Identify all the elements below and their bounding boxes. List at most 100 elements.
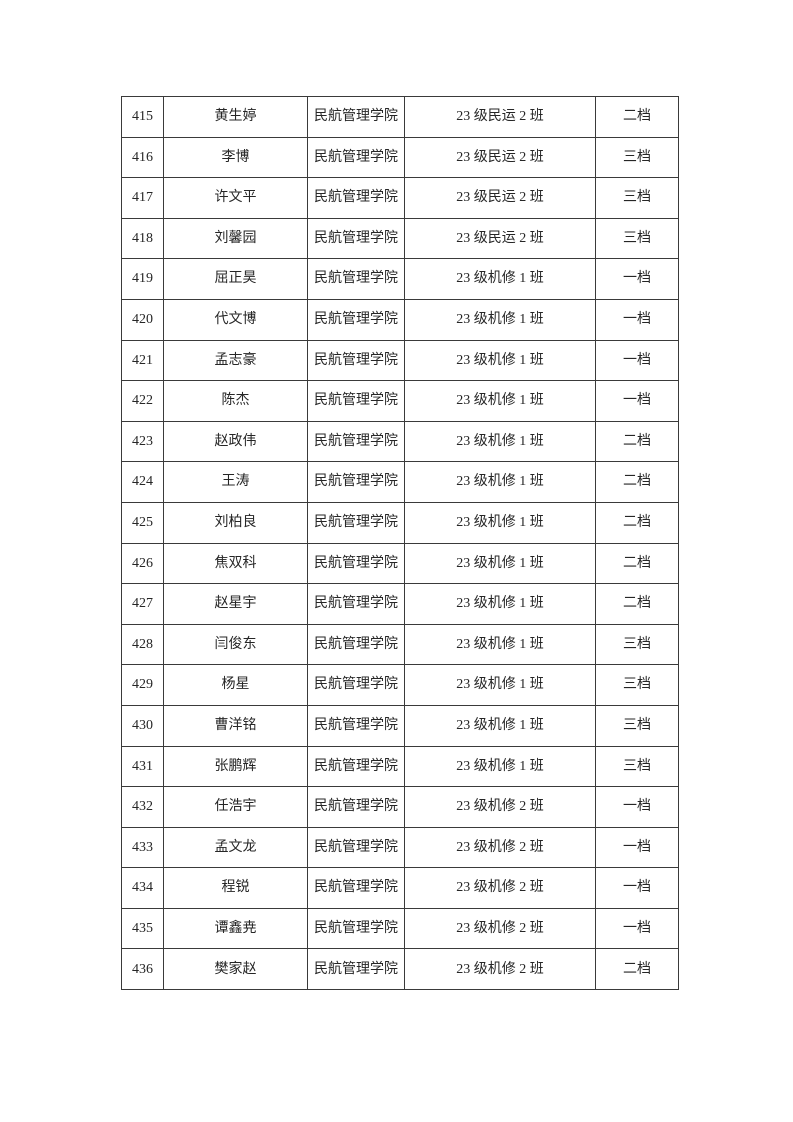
cell-class: 23 级机修 1 班	[404, 542, 596, 585]
cell-number: 416	[121, 136, 164, 179]
cell-tier: 一档	[595, 907, 679, 950]
cell-name: 屈正昊	[163, 258, 308, 300]
cell-class: 23 级机修 2 班	[404, 907, 596, 950]
cell-tier: 三档	[595, 217, 679, 260]
table-row: 430 曹洋铭 民航管理学院 23 级机修 1 班三档	[121, 704, 679, 747]
cell-tier: 一档	[595, 339, 679, 382]
cell-college: 民航管理学院	[307, 745, 405, 788]
cell-college: 民航管理学院	[307, 583, 405, 625]
cell-number: 417	[121, 177, 164, 219]
cell-class: 23 级民运 2 班	[404, 96, 596, 138]
cell-class: 23 级机修 1 班	[404, 745, 596, 788]
cell-name: 许文平	[163, 177, 308, 219]
table-row: 431 张鹏辉 民航管理学院 23 级机修 1 班三档	[121, 745, 679, 788]
cell-tier: 三档	[595, 664, 679, 706]
cell-college: 民航管理学院	[307, 136, 405, 179]
table-row: 433 孟文龙 民航管理学院 23 级机修 2 班一档	[121, 826, 679, 869]
cell-number: 430	[121, 704, 164, 747]
cell-college: 民航管理学院	[307, 664, 405, 706]
cell-name: 陈杰	[163, 380, 308, 422]
table-row: 436 樊家赵 民航管理学院 23 级机修 2 班二档	[121, 948, 679, 991]
cell-name: 代文博	[163, 298, 308, 341]
cell-college: 民航管理学院	[307, 420, 405, 463]
cell-tier: 一档	[595, 380, 679, 422]
table-row: 429 杨星 民航管理学院 23 级机修 1 班三档	[121, 664, 679, 706]
cell-class: 23 级机修 1 班	[404, 298, 596, 341]
cell-name: 任浩宇	[163, 786, 308, 828]
cell-tier: 二档	[595, 96, 679, 138]
table-row: 423 赵政伟 民航管理学院 23 级机修 1 班二档	[121, 420, 679, 463]
cell-college: 民航管理学院	[307, 380, 405, 422]
cell-tier: 三档	[595, 136, 679, 179]
table-row: 422 陈杰 民航管理学院 23 级机修 1 班一档	[121, 380, 679, 422]
table-row: 416 李博 民航管理学院 23 级民运 2 班三档	[121, 136, 679, 179]
cell-number: 427	[121, 583, 164, 625]
cell-tier: 一档	[595, 298, 679, 341]
cell-number: 434	[121, 867, 164, 909]
cell-name: 刘柏良	[163, 501, 308, 544]
cell-class: 23 级机修 1 班	[404, 623, 596, 666]
cell-tier: 一档	[595, 867, 679, 909]
table-row: 426 焦双科 民航管理学院 23 级机修 1 班二档	[121, 542, 679, 585]
cell-class: 23 级机修 1 班	[404, 704, 596, 747]
cell-number: 424	[121, 461, 164, 503]
cell-name: 孟志豪	[163, 339, 308, 382]
cell-name: 王涛	[163, 461, 308, 503]
cell-name: 杨星	[163, 664, 308, 706]
table-row: 420 代文博 民航管理学院 23 级机修 1 班一档	[121, 298, 679, 341]
cell-number: 433	[121, 826, 164, 869]
cell-number: 436	[121, 948, 164, 991]
cell-class: 23 级机修 1 班	[404, 258, 596, 300]
cell-college: 民航管理学院	[307, 542, 405, 585]
cell-college: 民航管理学院	[307, 461, 405, 503]
cell-number: 420	[121, 298, 164, 341]
cell-name: 黄生婷	[163, 96, 308, 138]
cell-name: 张鹏辉	[163, 745, 308, 788]
cell-name: 赵星宇	[163, 583, 308, 625]
cell-class: 23 级机修 1 班	[404, 420, 596, 463]
cell-number: 428	[121, 623, 164, 666]
cell-number: 419	[121, 258, 164, 300]
cell-class: 23 级机修 1 班	[404, 664, 596, 706]
table-row: 425 刘柏良 民航管理学院 23 级机修 1 班二档	[121, 501, 679, 544]
cell-college: 民航管理学院	[307, 177, 405, 219]
cell-college: 民航管理学院	[307, 907, 405, 950]
cell-name: 闫俊东	[163, 623, 308, 666]
cell-class: 23 级民运 2 班	[404, 217, 596, 260]
cell-class: 23 级机修 1 班	[404, 339, 596, 382]
cell-name: 程锐	[163, 867, 308, 909]
cell-tier: 一档	[595, 786, 679, 828]
cell-tier: 三档	[595, 704, 679, 747]
table-row: 435 谭鑫尭 民航管理学院 23 级机修 2 班一档	[121, 907, 679, 950]
cell-number: 423	[121, 420, 164, 463]
cell-college: 民航管理学院	[307, 826, 405, 869]
cell-name: 谭鑫尭	[163, 907, 308, 950]
cell-number: 425	[121, 501, 164, 544]
cell-class: 23 级机修 1 班	[404, 583, 596, 625]
cell-name: 刘馨园	[163, 217, 308, 260]
cell-name: 焦双科	[163, 542, 308, 585]
cell-name: 曹洋铭	[163, 704, 308, 747]
cell-college: 民航管理学院	[307, 623, 405, 666]
cell-tier: 三档	[595, 623, 679, 666]
cell-tier: 二档	[595, 420, 679, 463]
cell-tier: 二档	[595, 948, 679, 991]
cell-number: 418	[121, 217, 164, 260]
cell-number: 426	[121, 542, 164, 585]
cell-class: 23 级机修 1 班	[404, 461, 596, 503]
cell-class: 23 级机修 2 班	[404, 948, 596, 991]
cell-number: 415	[121, 96, 164, 138]
cell-class: 23 级机修 2 班	[404, 786, 596, 828]
table-row: 427 赵星宇 民航管理学院 23 级机修 1 班二档	[121, 583, 679, 625]
cell-college: 民航管理学院	[307, 867, 405, 909]
cell-tier: 二档	[595, 542, 679, 585]
cell-class: 23 级机修 1 班	[404, 501, 596, 544]
cell-college: 民航管理学院	[307, 258, 405, 300]
cell-class: 23 级机修 2 班	[404, 867, 596, 909]
table-row: 434 程锐 民航管理学院 23 级机修 2 班一档	[121, 867, 679, 909]
cell-number: 421	[121, 339, 164, 382]
table-row: 418 刘馨园 民航管理学院 23 级民运 2 班三档	[121, 217, 679, 260]
cell-name: 樊家赵	[163, 948, 308, 991]
cell-class: 23 级民运 2 班	[404, 136, 596, 179]
